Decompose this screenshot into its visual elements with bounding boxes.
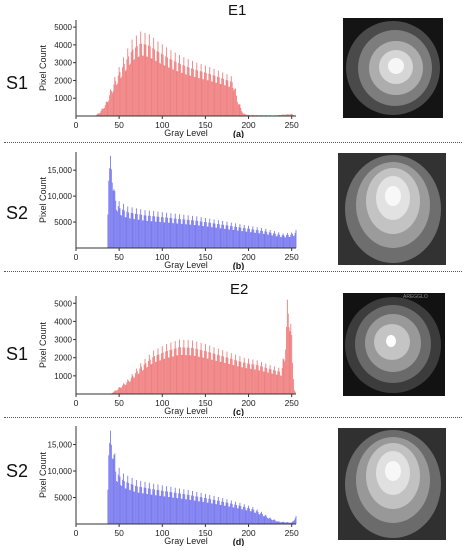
panel-label: (b): [233, 261, 245, 270]
y-axis-label: Pixel Count: [38, 176, 48, 223]
row-label-s2-e1: S2: [6, 203, 29, 223]
y-tick-label: 10,000: [48, 467, 73, 476]
y-tick-label: 15,000: [48, 166, 73, 175]
row-label-s1-e1: S1: [6, 73, 29, 93]
panel-label: (a): [233, 129, 244, 138]
histogram-bars: [95, 31, 296, 116]
x-axis-label: Gray Level: [164, 128, 208, 138]
x-tick-label: 250: [285, 528, 299, 538]
y-tick-label: 5000: [54, 299, 72, 308]
concentric-rings-image: [343, 293, 445, 396]
histogram-chart-a: 0 50 100 150 200 250 1000 2000 3000 4000 5000 Gray …: [38, 20, 299, 138]
x-axis-label: Gray Level: [164, 406, 208, 416]
x-tick-label: 200: [241, 528, 255, 538]
row-label-s2-e2: S2: [6, 461, 29, 481]
y-tick-label: 5000: [54, 23, 72, 32]
histogram-chart-c: 0 50 100 150 200 250 1000 2000 3000 4000 5000 Gray …: [38, 296, 299, 416]
panel-label: (d): [233, 537, 245, 546]
thumbnail-image-d: [338, 428, 446, 540]
y-tick-label: 5000: [54, 218, 72, 227]
y-tick-label: 15,000: [48, 441, 73, 450]
histogram-chart-b: 0 50 100 150 200 250 5000 10,000 15,000 Gray Leve…: [38, 152, 299, 270]
x-tick-label: 150: [198, 398, 212, 408]
histogram-bars: [107, 430, 297, 524]
x-axis-label: Gray Level: [164, 260, 208, 270]
row-label-s1-e2: S1: [6, 344, 29, 364]
watermark-text: AREGGLO: [403, 294, 428, 300]
histogram-chart-d: 0 50 100 150 200 250 5000 10,000 15,000 Gray Leve…: [38, 426, 299, 546]
x-tick-label: 0: [74, 528, 79, 538]
concentric-rings-image: [338, 428, 446, 540]
x-tick-label: 50: [114, 120, 124, 130]
x-tick-label: 150: [198, 120, 212, 130]
experiment-label-e2: E2: [230, 281, 249, 298]
x-tick-label: 150: [198, 252, 212, 262]
x-tick-label: 100: [155, 528, 169, 538]
thumbnail-image-c: AREGGLO: [343, 293, 445, 396]
y-tick-label: 1000: [54, 372, 72, 381]
x-tick-label: 0: [74, 120, 79, 130]
panel-label: (c): [233, 407, 244, 416]
x-tick-label: 0: [74, 252, 79, 262]
y-axis-label: Pixel Count: [38, 321, 48, 368]
y-tick-label: 10,000: [48, 192, 73, 201]
experiment-label-e1: E1: [228, 2, 247, 19]
thumbnail-image-a: [343, 18, 443, 118]
y-tick-label: 4000: [54, 317, 72, 326]
x-tick-label: 50: [114, 528, 124, 538]
divider-1: [4, 142, 462, 143]
x-tick-label: 200: [241, 398, 255, 408]
y-tick-label: 5000: [54, 494, 72, 503]
histogram-bars: [110, 299, 296, 394]
x-tick-label: 100: [155, 398, 169, 408]
thumbnail-image-b: [338, 153, 446, 265]
x-tick-label: 200: [241, 252, 255, 262]
y-tick-label: 3000: [54, 59, 72, 68]
x-tick-label: 250: [285, 120, 299, 130]
y-tick-label: 2000: [54, 354, 72, 363]
y-axis-label: Pixel Count: [38, 451, 48, 498]
y-tick-label: 4000: [54, 41, 72, 50]
y-tick-label: 1000: [54, 94, 72, 103]
x-tick-label: 150: [198, 528, 212, 538]
y-axis-label: Pixel Count: [38, 44, 48, 91]
y-tick-label: 3000: [54, 336, 72, 345]
x-tick-label: 50: [114, 252, 124, 262]
x-axis-label: Gray Level: [164, 536, 208, 546]
x-tick-label: 100: [155, 252, 169, 262]
x-tick-label: 50: [114, 398, 124, 408]
concentric-rings-image: [343, 18, 443, 118]
divider-3: [4, 417, 462, 418]
x-tick-label: 100: [155, 120, 169, 130]
histogram-bars: [107, 155, 297, 248]
y-tick-label: 2000: [54, 76, 72, 85]
x-tick-label: 200: [241, 120, 255, 130]
x-tick-label: 250: [285, 398, 299, 408]
x-tick-label: 250: [285, 252, 299, 262]
divider-2: [4, 271, 462, 272]
concentric-rings-image: [338, 153, 446, 265]
x-tick-label: 0: [74, 398, 79, 408]
